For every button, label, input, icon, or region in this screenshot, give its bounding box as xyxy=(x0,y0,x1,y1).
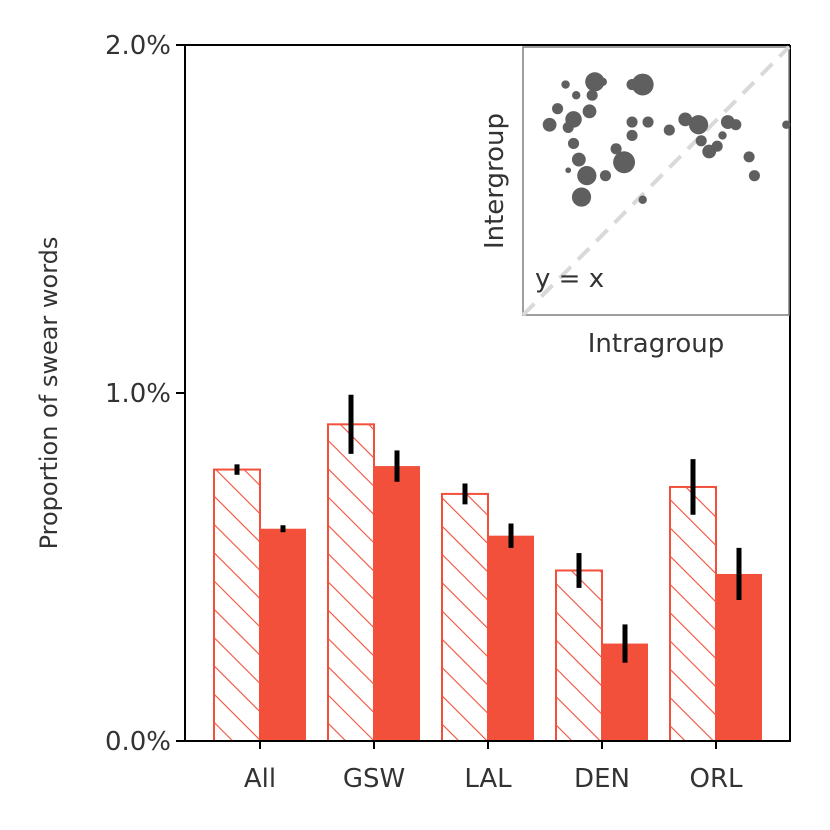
bar-marks xyxy=(213,423,762,743)
x-ticks: All GSW LAL DEN ORL xyxy=(244,741,743,794)
scatter-point-33 xyxy=(743,151,755,163)
intragroup-bar-den xyxy=(555,569,603,742)
scatter-point-16 xyxy=(610,143,622,155)
scatter-point-8 xyxy=(571,152,586,167)
intragroup-bar-gsw xyxy=(327,423,375,742)
x-tick-label-gsw: GSW xyxy=(343,764,405,794)
y-axis-label: Proportion of swear words xyxy=(35,237,63,550)
intragroup-bar-all xyxy=(213,468,261,742)
scatter-point-18 xyxy=(626,116,638,128)
scatter-point-22 xyxy=(638,195,647,204)
scatter-point-21 xyxy=(631,73,654,96)
scatter-point-23 xyxy=(642,116,654,128)
scatter-point-6 xyxy=(567,137,580,150)
x-tick-label-lal: LAL xyxy=(464,764,512,794)
scatter-point-19 xyxy=(626,129,638,141)
scatter-point-29 xyxy=(711,140,723,152)
reference-line xyxy=(521,45,791,317)
scatter-point-27 xyxy=(695,135,707,147)
intergroup-bar-gsw xyxy=(374,466,420,741)
y-tick-label: 0.0% xyxy=(105,727,171,757)
scatter-point-35 xyxy=(782,120,791,129)
intergroup-bar-orl xyxy=(716,573,762,741)
y-tick-label: 1.0% xyxy=(105,379,171,409)
scatter-point-7 xyxy=(572,91,581,100)
scatter-point-9 xyxy=(571,187,592,207)
scatter-point-12 xyxy=(586,89,598,101)
scatter-point-14 xyxy=(598,77,607,87)
scatter-point-2 xyxy=(561,80,570,89)
scatter-point-30 xyxy=(718,131,727,140)
scatter-point-3 xyxy=(565,167,572,174)
scatter-point-26 xyxy=(688,115,709,135)
scatter-point-34 xyxy=(748,170,760,182)
inset-x-axis-label: Intragroup xyxy=(588,329,724,359)
y-tick-label: 2.0% xyxy=(105,31,171,61)
scatter-point-24 xyxy=(663,124,675,136)
main-bar-plot: 0.0% 1.0% 2.0% All GSW LAL DEN ORL Proportion … xyxy=(35,31,791,794)
scatter-point-11 xyxy=(582,104,597,119)
scatter-point-25 xyxy=(678,112,693,127)
intergroup-bar-lal xyxy=(488,535,534,741)
scatter-point-1 xyxy=(552,103,564,115)
scatter-point-17 xyxy=(613,151,636,174)
scatter-point-5 xyxy=(565,111,582,128)
scatter-point-0 xyxy=(542,117,557,132)
y-ticks: 0.0% 1.0% 2.0% xyxy=(105,31,185,757)
error-bar-marks xyxy=(234,394,742,663)
x-tick-label-all: All xyxy=(244,764,276,794)
x-tick-label-orl: ORL xyxy=(689,764,743,794)
reference-line-label: y = x xyxy=(535,264,604,294)
x-tick-label-den: DEN xyxy=(574,764,630,794)
scatter-point-15 xyxy=(599,170,612,182)
intragroup-bar-lal xyxy=(441,492,489,743)
intergroup-bar-all xyxy=(260,528,306,741)
inset-y-axis-label: Intergroup xyxy=(480,113,510,249)
scatter-point-10 xyxy=(577,166,597,186)
scatter-point-32 xyxy=(730,119,742,131)
inset-scatter: y = x Intragroup Intergroup xyxy=(480,45,791,359)
intragroup-bar-orl xyxy=(669,485,717,742)
scatter-point-13 xyxy=(585,72,605,92)
scatter-points xyxy=(542,72,791,207)
